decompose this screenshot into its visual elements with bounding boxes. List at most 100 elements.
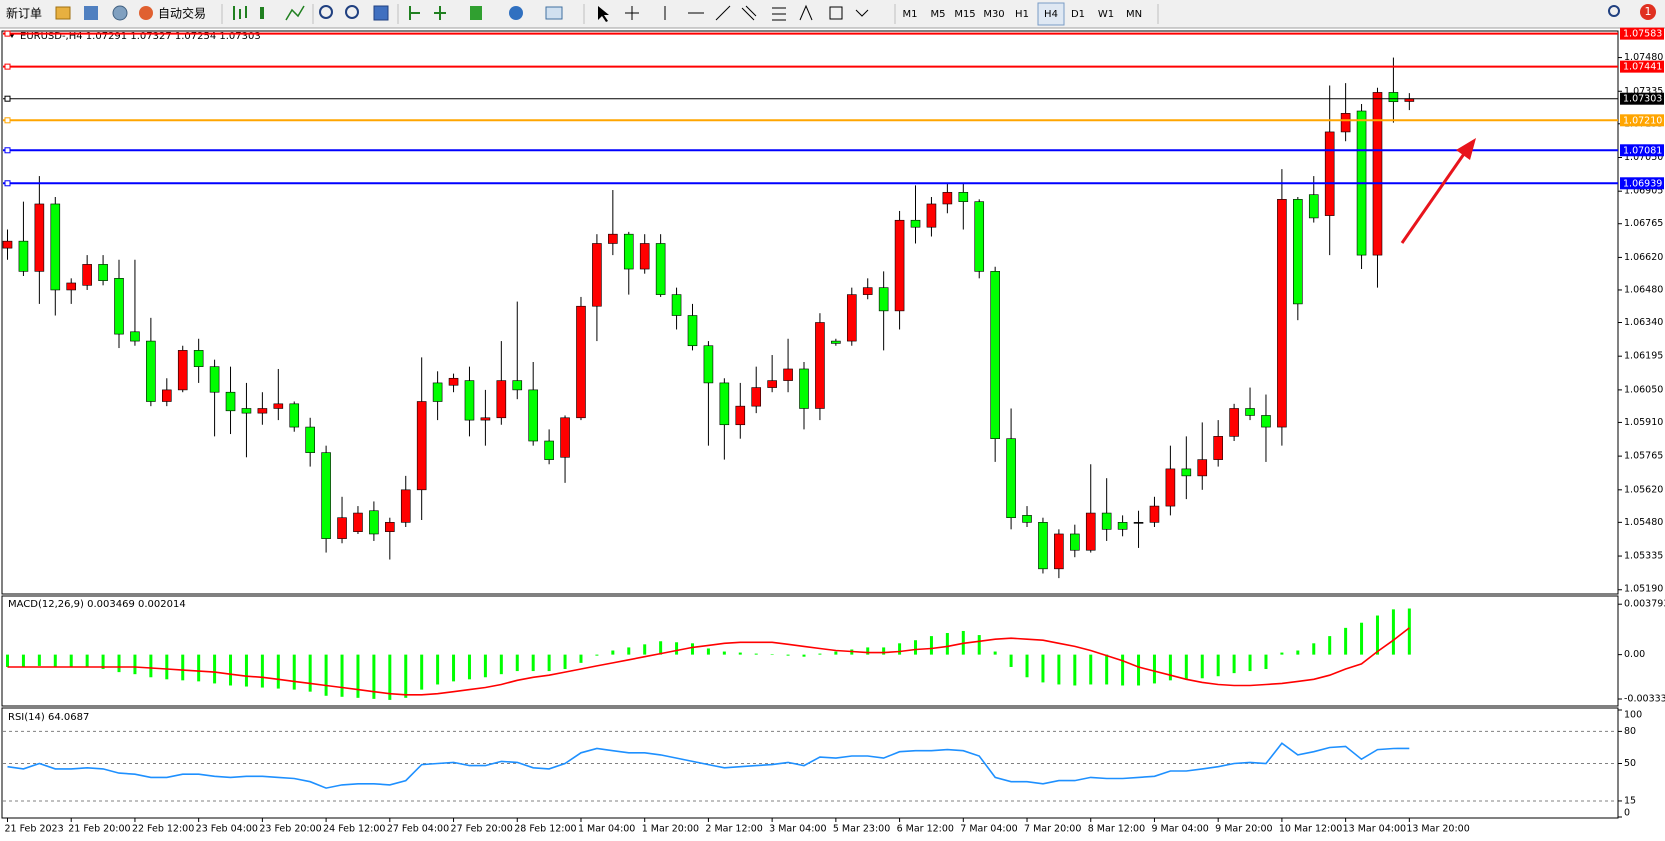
- histogram-bar: [945, 633, 949, 655]
- crosshair-icon[interactable]: [625, 6, 639, 20]
- histogram-bar: [515, 654, 519, 672]
- histogram-bar: [611, 650, 615, 655]
- fibo-icon[interactable]: [772, 7, 786, 21]
- zoom-out-icon[interactable]: [345, 5, 359, 19]
- x-tick-label: 8 Mar 12:00: [1088, 824, 1145, 835]
- zoom-in-icon[interactable]: [319, 5, 333, 19]
- indicators-icon[interactable]: [470, 6, 482, 20]
- candle-body: [767, 380, 777, 388]
- x-tick-label: 28 Feb 12:00: [514, 824, 576, 835]
- timeframe-button[interactable]: H1: [1015, 9, 1029, 20]
- timeframe-button[interactable]: D1: [1071, 9, 1085, 20]
- candle-body: [337, 517, 347, 539]
- arrow-shaft: [1400, 150, 1468, 244]
- histogram-bar: [1073, 654, 1077, 686]
- histogram-bar: [659, 641, 663, 655]
- histogram-bar: [1105, 654, 1109, 685]
- candle-body: [878, 287, 889, 312]
- y-tick-label: 1.06195: [1624, 351, 1663, 362]
- x-tick-label: 10 Mar 12:00: [1279, 824, 1342, 835]
- price-label-box: [1620, 114, 1664, 127]
- x-tick-label: 13 Mar 20:00: [1406, 824, 1469, 835]
- histogram-bar: [181, 654, 185, 681]
- timeframe-button[interactable]: W1: [1098, 9, 1114, 20]
- candle-body: [1229, 408, 1239, 437]
- candle-body: [608, 233, 618, 244]
- histogram-bar: [197, 654, 201, 682]
- search-icon[interactable]: [1608, 5, 1620, 17]
- histogram-bar: [6, 654, 9, 667]
- timeframe-button[interactable]: M30: [983, 9, 1004, 20]
- candle-body: [1308, 194, 1319, 219]
- line-chart-icon[interactable]: [285, 5, 305, 21]
- histogram-bar: [213, 654, 217, 684]
- shift-icon[interactable]: [434, 6, 446, 20]
- histogram-bar: [993, 651, 997, 655]
- icon[interactable]: [84, 6, 98, 20]
- y-tick-label: 1.07335: [1624, 86, 1663, 97]
- histogram-bar: [1375, 615, 1379, 655]
- rsi-title: RSI(14) 64.0687: [8, 712, 89, 723]
- histogram-bar: [579, 654, 583, 663]
- candle-body: [1038, 522, 1048, 570]
- candle-body: [974, 201, 985, 272]
- x-tick-label: 21 Feb 20:00: [68, 824, 130, 835]
- candle-body: [50, 203, 61, 291]
- candle-body: [416, 401, 427, 491]
- timeframe-button[interactable]: MN: [1126, 9, 1142, 20]
- candle-icon[interactable]: [260, 7, 264, 19]
- shapes-icon[interactable]: [855, 9, 869, 17]
- price-label: 1.07303: [1623, 94, 1662, 105]
- periods-icon[interactable]: [509, 6, 523, 20]
- bar-chart-icon[interactable]: [233, 6, 247, 20]
- icon[interactable]: [55, 6, 71, 20]
- scroll-icon[interactable]: [409, 6, 420, 20]
- histogram-bar: [229, 654, 233, 686]
- candle-body: [1293, 199, 1303, 305]
- auto-trading-button[interactable]: 自动交易: [158, 6, 206, 21]
- y-tick-label: 1.06340: [1624, 317, 1663, 328]
- candle-body: [130, 331, 140, 342]
- y-tick-label: 1.06620: [1624, 252, 1663, 263]
- macd-title: MACD(12,26,9) 0.003469 0.002014: [8, 599, 186, 610]
- timeframe-button[interactable]: M15: [954, 9, 975, 20]
- candle-body: [639, 243, 650, 270]
- new-order-button[interactable]: 新订单: [6, 6, 42, 21]
- candle-body: [1261, 415, 1271, 428]
- histogram-bar: [85, 654, 89, 667]
- candle-body: [2, 240, 13, 249]
- timeframe-button[interactable]: M1: [903, 9, 918, 20]
- x-tick-label: 3 Mar 04:00: [769, 824, 826, 835]
- channel-icon[interactable]: [741, 5, 757, 21]
- timeframe-button[interactable]: M5: [931, 9, 946, 20]
- notification-badge[interactable]: [1640, 4, 1656, 20]
- auto-trading-icon[interactable]: [139, 6, 153, 20]
- y-tick-label: 1.05910: [1624, 417, 1663, 428]
- cursor-icon[interactable]: [598, 6, 609, 22]
- timeframe-button[interactable]: H4: [1044, 9, 1058, 20]
- templates-icon[interactable]: [545, 6, 563, 20]
- candle-body: [831, 340, 841, 344]
- chart-title: EURUSD-,H4 1.07291 1.07327 1.07254 1.073…: [20, 31, 261, 42]
- text-icon[interactable]: [799, 4, 813, 21]
- price-label: 1.07210: [1623, 115, 1662, 126]
- icon[interactable]: [112, 5, 128, 21]
- candle-body: [1085, 512, 1096, 551]
- candle-body: [480, 417, 491, 421]
- candle-body: [241, 408, 252, 414]
- histogram-bar: [101, 654, 105, 670]
- candle-body: [1197, 459, 1208, 477]
- histogram-bar: [1168, 654, 1172, 681]
- trendline-icon[interactable]: [715, 5, 731, 21]
- x-tick-label: 13 Mar 04:00: [1343, 824, 1406, 835]
- histogram-bar: [1184, 654, 1188, 680]
- histogram-bar: [1248, 654, 1252, 672]
- label-icon[interactable]: [829, 6, 843, 20]
- tile-icon[interactable]: [373, 5, 389, 21]
- candle-body: [1117, 522, 1128, 530]
- candle-body: [1149, 505, 1160, 523]
- candle-body: [1388, 92, 1399, 103]
- histogram-bar: [340, 654, 344, 697]
- candle-body: [910, 219, 921, 228]
- histogram-bar: [292, 654, 296, 690]
